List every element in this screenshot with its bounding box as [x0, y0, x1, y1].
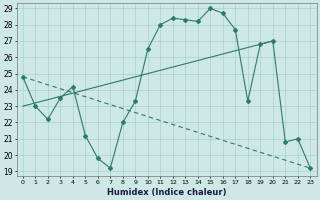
X-axis label: Humidex (Indice chaleur): Humidex (Indice chaleur): [107, 188, 226, 197]
